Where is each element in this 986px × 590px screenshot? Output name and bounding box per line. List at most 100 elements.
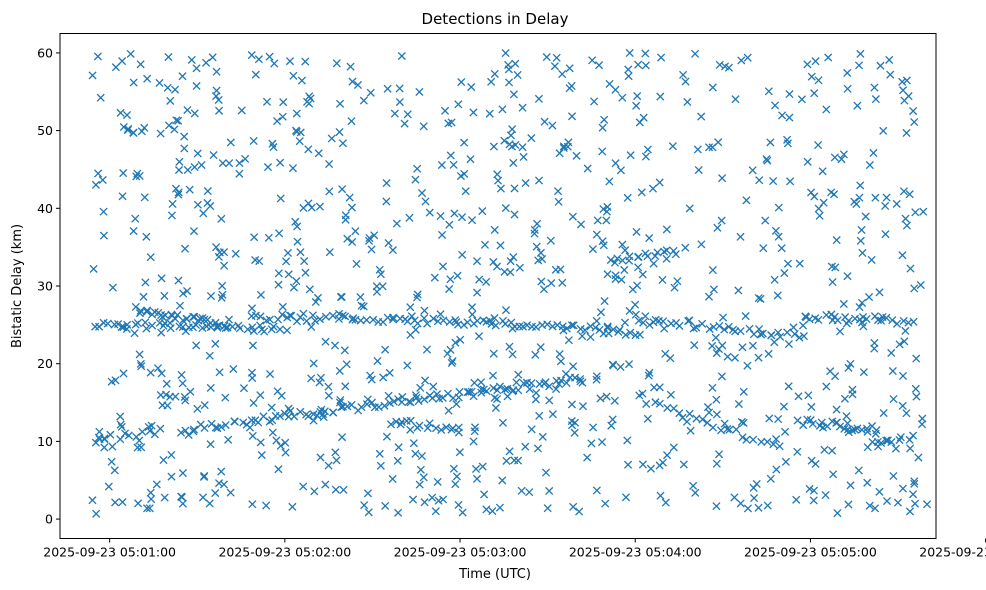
scatter-point — [559, 326, 568, 335]
scatter-point — [901, 326, 910, 335]
scatter-point — [165, 392, 175, 401]
scatter-point — [783, 328, 792, 337]
scatter-point — [514, 370, 523, 379]
scatter-point — [586, 322, 595, 331]
scatter-point — [315, 378, 324, 387]
scatter-point — [803, 60, 812, 69]
scatter-point — [357, 403, 366, 412]
scatter-point — [569, 321, 578, 330]
scatter-point — [891, 444, 900, 453]
scatter-point — [183, 105, 192, 115]
scatter-point — [379, 373, 388, 382]
scatter-point — [307, 374, 316, 383]
scatter-point — [588, 56, 597, 65]
scatter-point — [874, 315, 883, 325]
scatter-point — [842, 319, 851, 328]
scatter-point — [678, 413, 687, 422]
chart-title: Detections in Delay — [422, 10, 569, 28]
scatter-point — [383, 84, 392, 93]
scatter-point — [616, 166, 625, 175]
scatter-point — [301, 268, 310, 277]
scatter-point — [848, 390, 857, 399]
scatter-point — [578, 332, 587, 341]
scatter-point — [712, 459, 721, 468]
scatter-point — [822, 105, 831, 114]
scatter-point — [795, 333, 804, 342]
scatter-point — [471, 464, 481, 474]
scatter-point — [523, 321, 532, 330]
scatter-point — [606, 255, 615, 265]
scatter-point — [856, 181, 865, 190]
scatter-point — [831, 263, 840, 272]
scatter-point — [98, 175, 107, 185]
scatter-point — [397, 51, 406, 61]
scatter-point — [564, 336, 573, 345]
scatter-point — [850, 425, 859, 434]
scatter-point — [446, 275, 455, 284]
scatter-point — [249, 398, 258, 408]
scatter-point — [592, 486, 601, 495]
scatter-point — [723, 425, 732, 434]
scatter-point — [628, 285, 637, 294]
scatter-point — [126, 49, 135, 58]
scatter-point — [624, 460, 633, 469]
scatter-point — [348, 77, 357, 86]
scatter-point — [376, 461, 385, 470]
scatter-point — [899, 187, 908, 196]
scatter-point — [314, 149, 323, 158]
scatter-point — [829, 470, 838, 479]
scatter-point — [217, 293, 226, 302]
scatter-point — [793, 447, 802, 456]
scatter-point — [641, 312, 650, 321]
x-axis: 2025-09-23 05:01:00 2025-09-23 05:02:00 20… — [43, 538, 986, 560]
scatter-point — [898, 77, 907, 86]
scatter-point — [321, 312, 330, 321]
scatter-point — [421, 197, 430, 206]
scatter-point — [670, 283, 679, 292]
scatter-point — [512, 378, 521, 387]
scatter-point — [454, 100, 463, 109]
scatter-point — [811, 57, 820, 66]
scatter-point — [340, 346, 349, 355]
scatter-point — [96, 93, 105, 102]
scatter-point — [88, 496, 97, 505]
scatter-point — [598, 237, 607, 246]
scatter-point — [321, 480, 330, 489]
scatter-point — [438, 393, 447, 402]
scatter-point — [842, 412, 851, 421]
scatter-point — [448, 357, 457, 366]
scatter-point — [911, 384, 920, 393]
scatter-point — [685, 316, 694, 325]
scatter-point — [902, 76, 911, 85]
scatter-point — [730, 353, 739, 362]
scatter-point — [662, 246, 671, 255]
scatter-point — [711, 333, 720, 342]
scatter-point — [558, 70, 567, 79]
scatter-point — [122, 110, 132, 120]
scatter-point — [197, 160, 206, 170]
scatter-point — [341, 382, 350, 391]
scatter-point — [495, 503, 504, 512]
scatter-point — [901, 214, 910, 223]
scatter-point — [517, 486, 526, 495]
scatter-point — [166, 96, 175, 105]
scatter-point — [916, 280, 925, 290]
scatter-point — [909, 317, 918, 326]
scatter-point — [810, 89, 819, 98]
scatter-point — [527, 425, 536, 434]
scatter-point — [293, 222, 302, 231]
scatter-point — [347, 117, 356, 126]
scatter-point — [256, 312, 265, 321]
scatter-point — [780, 427, 790, 436]
scatter-point — [601, 499, 610, 508]
scatter-point — [93, 52, 103, 61]
scatter-point — [755, 176, 764, 185]
scatter-point — [501, 49, 510, 58]
scatter-point — [657, 53, 666, 62]
scatter-point — [889, 394, 898, 404]
scatter-point — [690, 341, 699, 350]
scatter-point — [147, 495, 156, 504]
scatter-point — [356, 293, 365, 302]
scatter-point — [457, 213, 467, 222]
scatter-point — [489, 142, 498, 151]
